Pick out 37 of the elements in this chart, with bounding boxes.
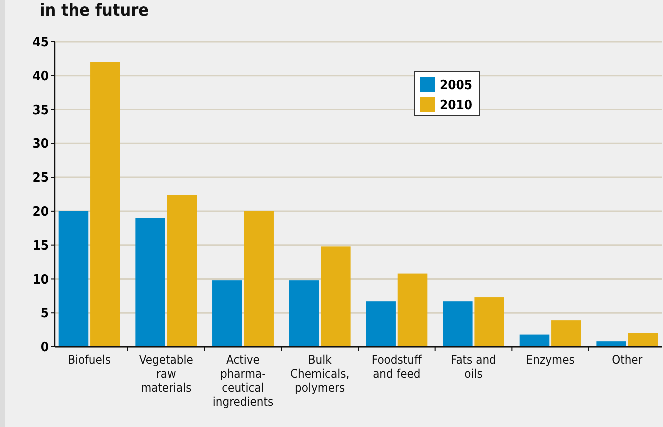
y-tick-label: 10 <box>32 272 49 288</box>
bar <box>58 211 89 347</box>
y-tick-label: 25 <box>32 171 49 186</box>
legend-label: 2010 <box>440 98 473 114</box>
x-tick-label: Foodstuff and feed <box>372 353 422 381</box>
x-tick-label: Enzymes <box>526 353 576 367</box>
x-tick-label: Other <box>612 353 644 367</box>
x-tick-label: Active pharma- ceutical ingredients <box>212 353 274 409</box>
x-tick-label: Bulk Chemicals, polymers <box>290 353 350 395</box>
bar <box>628 333 658 347</box>
bar <box>244 211 274 347</box>
bar <box>552 320 582 347</box>
x-tick-label: Biofuels <box>68 353 112 367</box>
x-tick-label: Fats and oils <box>451 353 496 381</box>
y-tick-label: 20 <box>32 204 49 220</box>
bar <box>520 334 550 347</box>
bar <box>321 246 351 347</box>
x-tick-label: Vegetable raw materials <box>139 353 194 395</box>
bar <box>398 274 428 347</box>
y-tick-label: 30 <box>32 137 49 152</box>
y-tick-label: 35 <box>32 103 49 118</box>
legend-label: 2005 <box>440 78 473 94</box>
y-tick-label: 40 <box>32 69 49 84</box>
bar <box>212 280 242 347</box>
bar <box>474 298 504 347</box>
bar <box>366 302 396 347</box>
y-tick-label: 45 <box>32 36 49 51</box>
bar <box>443 302 473 347</box>
chart-title: in the future <box>40 1 150 21</box>
y-tick-label: 0 <box>40 340 49 356</box>
bar <box>90 62 120 347</box>
bar <box>596 342 626 347</box>
bar <box>167 195 198 347</box>
bar <box>136 218 166 347</box>
bar <box>289 280 320 347</box>
y-tick-label: 5 <box>40 306 49 322</box>
y-tick-label: 15 <box>32 238 49 254</box>
